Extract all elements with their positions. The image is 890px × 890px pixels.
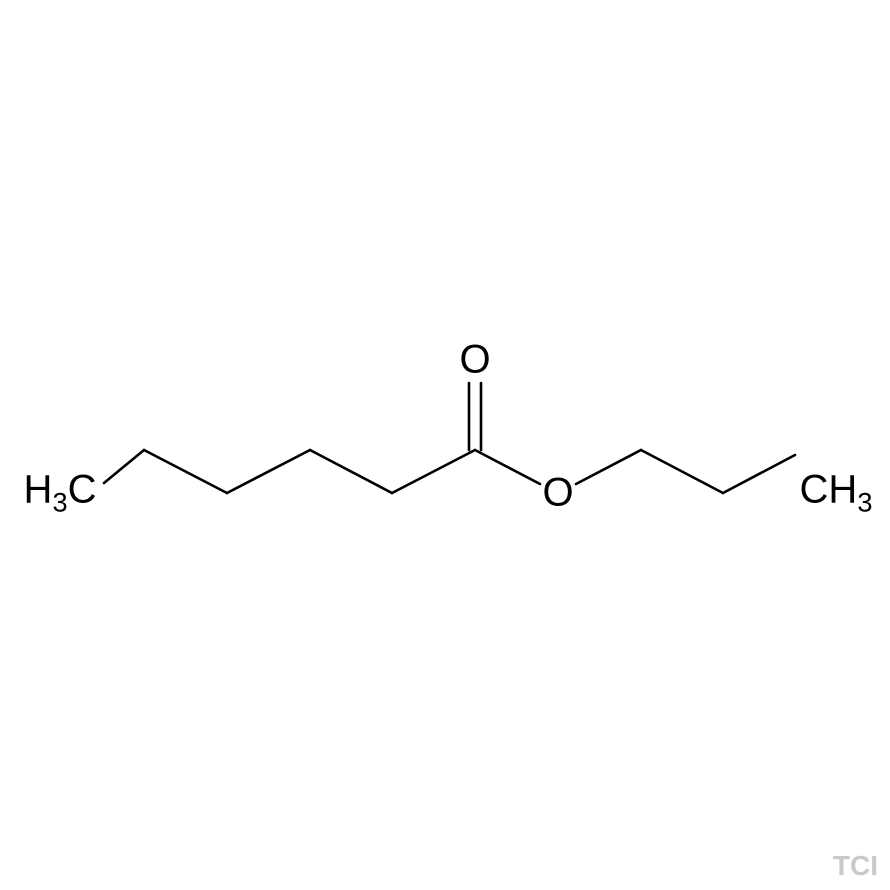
molecule-diagram: { "molecule": { "type": "chemical-struct… [0, 0, 890, 890]
atom-label-C_right: CH3 [800, 468, 873, 519]
bond-layer [0, 0, 890, 890]
atom-label-C_left: H3C [24, 468, 97, 519]
atom-label-O_top: O [459, 338, 490, 383]
atom-label-O_mid: O [542, 471, 573, 516]
brand-badge: TCI [833, 850, 878, 882]
